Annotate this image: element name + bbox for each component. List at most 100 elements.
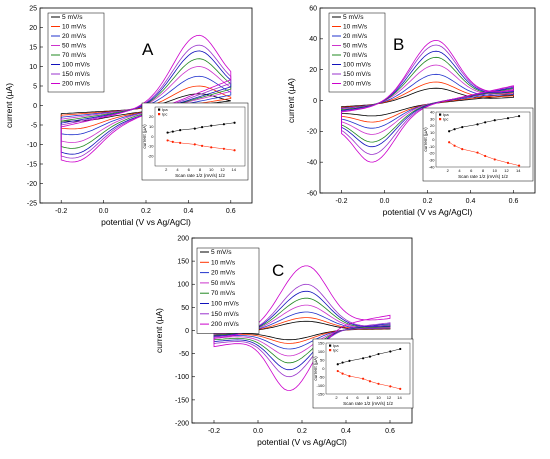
inset-y-tick: -150 [316, 391, 325, 396]
inset-point-ipa [453, 128, 456, 131]
inset-x-label: Scan rate 1/2 (mV/s) 1/2 [343, 401, 393, 406]
panel-letter: C [272, 261, 284, 280]
legend: 5 mV/s 10 mV/s 20 mV/s 50 mV/s 70 mV/s 100 mV… [196, 247, 260, 334]
inset-y-tick: 0 [151, 134, 154, 139]
x-tick-label: 0.0 [253, 428, 263, 435]
inset-y-tick: 20 [430, 123, 435, 128]
legend-entry: 200 mV/s [62, 81, 91, 88]
inset-x-tick: 4 [458, 168, 461, 173]
y-tick-label: -100 [175, 374, 189, 381]
y-tick-label: -25 [27, 200, 37, 207]
inset-x-tick: 6 [356, 395, 359, 400]
inset-plot-area [325, 342, 411, 395]
inset-legend-swatch [158, 108, 161, 111]
inset-y-tick: 20 [149, 114, 154, 119]
inset-line-ipa [449, 115, 520, 132]
legend-entry: 5 mV/s [62, 14, 83, 21]
inset-point-ipc [476, 151, 479, 154]
inset-point-ipa [341, 361, 344, 364]
panel-letter: B [393, 35, 404, 54]
inset-point-ipa [484, 121, 487, 124]
inset-chart: 2 4 6 8 10 12 14 -20 -10 0 10 20 Scan rate 1/2 (mV/s… [141, 102, 249, 181]
x-tick-label: 0.0 [380, 198, 390, 205]
inset-point-ipa [461, 126, 464, 129]
legend-entry: 200 mV/s [343, 81, 372, 88]
y-tick-label: -10 [27, 142, 37, 149]
x-tick-label: -0.2 [335, 198, 347, 205]
inset-y-tick: 40 [430, 109, 435, 114]
x-tick-label: 0.4 [341, 428, 351, 435]
inset-legend-swatch [439, 118, 442, 121]
inset-legend-entry: Ipa [333, 343, 339, 348]
legend-entry: 10 mV/s [62, 24, 87, 31]
legend-entry: 50 mV/s [62, 43, 87, 50]
y-tick-label: 15 [29, 44, 37, 51]
inset-frame [141, 102, 249, 181]
x-tick-label: 0.2 [141, 208, 151, 215]
inset-y-tick: -20 [148, 154, 155, 159]
inset-x-tick: 2 [447, 168, 450, 173]
inset-point-ipc [222, 147, 226, 150]
cv-curve-70-mv-s [60, 58, 232, 149]
inset-point-ipc [448, 141, 451, 144]
inset-point-ipc [368, 380, 372, 383]
cv-curve-200-mv-s [341, 39, 514, 163]
inset-y-label: current (µA) [423, 127, 428, 152]
legend-entry: 50 mV/s [343, 43, 368, 50]
y-tick-label: 50 [181, 305, 189, 312]
inset-x-tick: 14 [516, 168, 521, 173]
panel-letter: A [142, 40, 154, 59]
x-tick-label: 0.4 [184, 208, 194, 215]
x-tick-label: 0.4 [466, 198, 476, 205]
inset-y-tick: 10 [430, 130, 435, 135]
inset-point-ipc [166, 139, 169, 142]
y-tick-label: -150 [175, 397, 189, 404]
x-tick-label: 0.2 [423, 198, 433, 205]
inset-x-tick: 4 [346, 395, 349, 400]
legend-entry: 150 mV/s [211, 311, 240, 318]
y-tick-label: -50 [179, 351, 189, 358]
inset-point-ipa [348, 359, 351, 362]
y-tick-label: 0 [313, 98, 317, 105]
legend-entry: 200 mV/s [211, 321, 240, 328]
y-axis-label: current (µA) [4, 83, 14, 128]
y-tick-label: -20 [27, 181, 37, 188]
inset-point-ipa [517, 115, 521, 118]
inset-x-tick: 10 [209, 167, 214, 172]
inset-point-ipa [166, 131, 169, 134]
inset-y-tick: -40 [429, 164, 436, 169]
legend-entry: 70 mV/s [62, 52, 87, 59]
inset-point-ipc [399, 387, 402, 390]
legend-entry: 10 mV/s [343, 24, 368, 31]
inset-point-ipa [389, 350, 392, 353]
x-tick-label: -0.2 [208, 428, 220, 435]
y-tick-label: 0 [185, 328, 189, 335]
inset-point-ipc [389, 385, 392, 388]
inset-y-tick: -30 [429, 158, 436, 163]
inset-y-tick: 10 [149, 124, 154, 129]
inset-y-tick: 50 [320, 357, 325, 362]
legend-entry: 70 mV/s [343, 52, 368, 59]
y-axis-label: current (µA) [286, 78, 296, 123]
inset-x-tick: 10 [376, 395, 381, 400]
inset-line-ipc [449, 142, 520, 166]
y-tick-label: 20 [309, 67, 317, 74]
inset-point-ipc [200, 144, 204, 147]
inset-y-tick: 100 [318, 349, 325, 354]
inset-point-ipc [179, 141, 182, 144]
inset-point-ipc [193, 143, 196, 146]
inset-point-ipa [493, 119, 496, 122]
inset-line-ipc [337, 370, 401, 390]
inset-point-ipa [210, 124, 213, 127]
legend-entry: 20 mV/s [62, 33, 87, 40]
y-tick-label: 150 [177, 259, 189, 266]
inset-x-tick: 6 [188, 167, 191, 172]
inset-x-label: Scan rate 1/2 (mV/s) 1/2 [175, 173, 225, 178]
inset-point-ipa [448, 130, 451, 133]
inset-legend-swatch [329, 349, 332, 352]
inset-point-ipc [233, 149, 236, 152]
x-axis-label: potential (V vs Ag/AgCl) [101, 217, 191, 227]
y-tick-label: -40 [307, 160, 317, 167]
inset-y-label: current (µA) [313, 356, 318, 381]
